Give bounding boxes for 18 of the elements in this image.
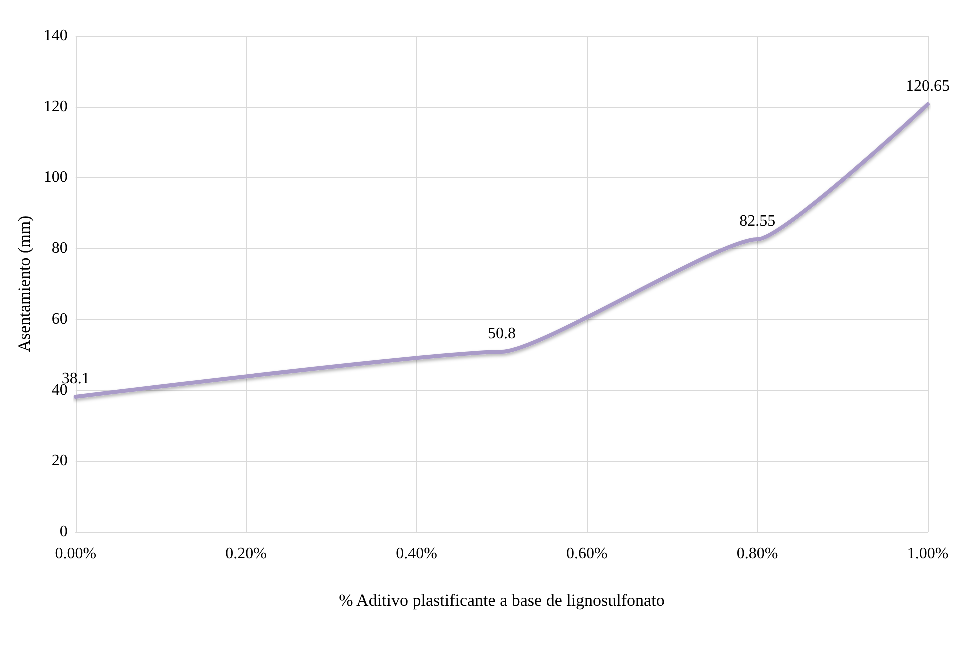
x-tick-label: 0.60% xyxy=(566,546,608,562)
x-tick-label: 0.00% xyxy=(55,546,97,562)
y-tick-label: 140 xyxy=(44,28,68,44)
y-tick-label: 0 xyxy=(60,524,68,540)
x-tick-label: 0.80% xyxy=(736,546,778,562)
x-tick-label: 0.20% xyxy=(226,546,267,562)
data-label: 50.8 xyxy=(488,326,516,343)
y-tick-label: 80 xyxy=(52,240,68,258)
y-tick-label: 60 xyxy=(52,310,68,328)
y-tick-label: 100 xyxy=(44,169,68,186)
y-tick-label: 20 xyxy=(52,452,68,470)
y-tick-label: 120 xyxy=(44,98,68,116)
data-label: 120.65 xyxy=(906,78,950,96)
x-tick-label: 0.40% xyxy=(396,546,438,562)
data-label: 82.55 xyxy=(740,213,776,230)
y-axis-title: Asentamiento (mm) xyxy=(15,216,34,352)
x-axis-title: % Aditivo plastificante a base de lignosulfonato xyxy=(339,591,665,610)
x-tick-label: 1.00% xyxy=(907,546,949,562)
